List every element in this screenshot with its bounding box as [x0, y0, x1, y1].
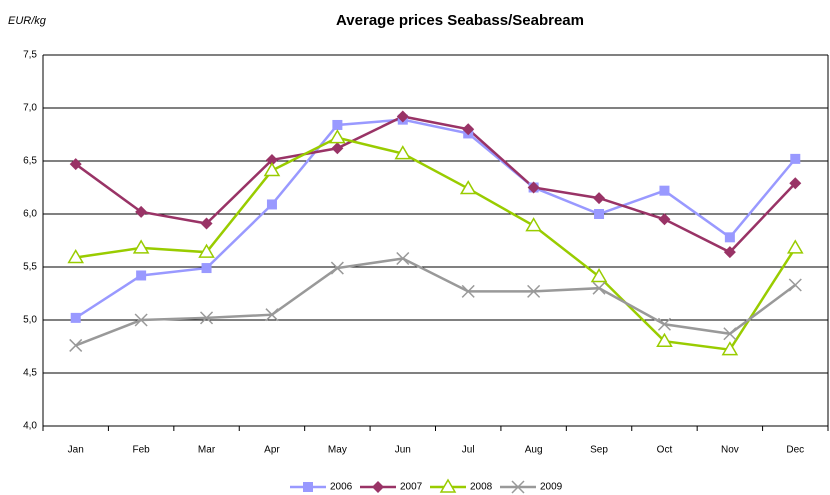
marker	[790, 153, 801, 164]
marker	[789, 177, 802, 190]
legend-label: 2007	[400, 482, 423, 493]
marker	[198, 243, 215, 258]
marker	[69, 338, 83, 352]
marker	[657, 317, 671, 331]
y-axis-label: EUR/kg	[8, 15, 47, 27]
chart-title: Average prices Seabass/Seabream	[336, 12, 584, 29]
x-tick-label: Sep	[590, 445, 608, 456]
series-line	[75, 118, 797, 319]
marker	[439, 478, 457, 493]
marker	[135, 205, 148, 218]
x-tick-label: Mar	[198, 445, 216, 456]
marker	[201, 263, 212, 274]
marker	[132, 239, 150, 254]
marker	[462, 123, 475, 136]
x-tick-label: Apr	[264, 445, 280, 456]
y-tick-label: 4,0	[23, 421, 37, 432]
x-tick-label: Dec	[786, 445, 804, 456]
y-tick-label: 7,0	[23, 103, 37, 114]
series-line	[75, 136, 797, 352]
marker	[527, 181, 540, 194]
marker	[265, 153, 278, 166]
marker	[459, 180, 477, 195]
y-tick-label: 6,0	[23, 209, 37, 220]
marker	[329, 129, 346, 144]
marker	[67, 248, 85, 264]
marker	[788, 278, 802, 292]
marker	[394, 145, 412, 160]
marker	[303, 482, 313, 492]
y-tick-label: 5,5	[23, 262, 37, 273]
y-tick-label: 5,0	[23, 315, 37, 326]
marker	[511, 480, 525, 494]
marker	[396, 251, 410, 266]
marker	[656, 332, 673, 347]
marker	[331, 142, 344, 155]
marker	[70, 312, 81, 323]
x-tick-label: May	[328, 445, 347, 456]
marker	[134, 313, 148, 327]
marker	[265, 308, 279, 322]
marker	[263, 162, 281, 177]
legend-label: 2008	[470, 482, 493, 493]
marker	[372, 481, 384, 493]
x-tick-label: Jun	[395, 445, 411, 456]
series-line	[74, 115, 797, 254]
y-tick-label: 7,5	[23, 50, 37, 61]
marker	[330, 261, 344, 275]
legend-label: 2009	[540, 482, 563, 493]
marker	[723, 246, 736, 259]
marker	[461, 284, 475, 298]
marker	[592, 281, 606, 295]
marker	[200, 311, 214, 325]
x-tick-label: Jan	[68, 445, 84, 456]
marker	[724, 232, 735, 243]
marker	[69, 158, 82, 171]
marker	[590, 268, 608, 283]
marker	[593, 192, 606, 205]
marker	[136, 270, 147, 281]
marker	[723, 327, 737, 341]
y-tick-label: 4,5	[23, 368, 37, 379]
marker	[527, 284, 541, 298]
x-tick-label: Jul	[462, 445, 475, 456]
x-tick-label: Feb	[133, 445, 151, 456]
marker	[200, 217, 213, 230]
series-line	[75, 257, 797, 347]
marker	[396, 110, 409, 123]
marker	[266, 199, 277, 210]
y-tick-label: 6,5	[23, 156, 37, 167]
marker	[525, 217, 542, 232]
marker	[786, 239, 804, 254]
marker	[332, 119, 343, 130]
marker	[594, 209, 605, 219]
marker	[721, 341, 739, 356]
marker	[659, 185, 670, 196]
x-tick-label: Aug	[525, 445, 543, 456]
x-tick-label: Oct	[657, 445, 673, 456]
legend-label: 2006	[330, 482, 353, 493]
marker	[658, 213, 671, 226]
x-tick-label: Nov	[721, 445, 739, 456]
